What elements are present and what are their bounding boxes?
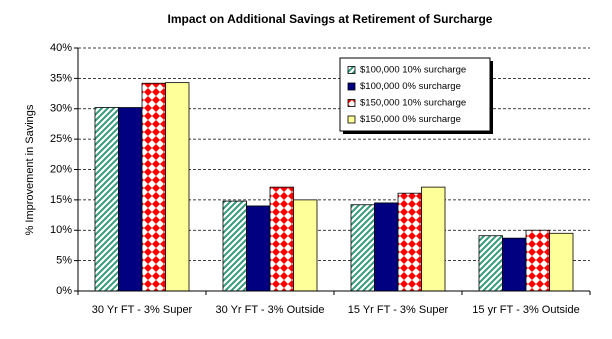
bar <box>549 232 574 292</box>
x-tick-label: 15 yr FT - 3% Outside <box>472 304 579 316</box>
bar <box>118 107 143 292</box>
legend-swatch <box>347 115 356 124</box>
legend-label: $150,000 0% surcharge <box>360 114 461 125</box>
legend-box <box>339 57 491 132</box>
legend-label: $100,000 0% surcharge <box>360 81 461 92</box>
bar <box>350 204 375 292</box>
y-tick-label: 10% <box>50 224 72 236</box>
y-tick-label: 25% <box>50 133 72 145</box>
y-tick-label: 40% <box>50 42 72 54</box>
y-tick-label: 20% <box>50 163 72 175</box>
bar <box>421 186 446 292</box>
bar <box>165 82 190 292</box>
bar <box>502 237 527 292</box>
x-tick-label: 30 Yr FT - 3% Super <box>92 304 193 316</box>
legend-label: $100,000 10% surcharge <box>360 65 466 76</box>
bar <box>478 235 503 292</box>
y-tick-label: 30% <box>50 103 72 115</box>
y-tick-label: 35% <box>50 72 72 84</box>
y-tick-label: 5% <box>56 255 72 267</box>
bar <box>293 199 318 292</box>
bar <box>94 107 119 292</box>
bar <box>525 229 550 292</box>
legend-label: $150,000 10% surcharge <box>360 98 466 109</box>
x-tick-label: 15 Yr FT - 3% Super <box>348 304 449 316</box>
legend-swatch <box>347 99 356 107</box>
x-tick-label: 30 Yr FT - 3% Outside <box>215 304 324 316</box>
bar <box>141 82 166 292</box>
legend-swatch <box>347 82 356 91</box>
y-tick-label: 15% <box>50 194 72 206</box>
bar <box>397 192 422 292</box>
legend-swatch <box>347 66 356 74</box>
bar <box>269 186 294 292</box>
bar <box>374 202 399 292</box>
bar <box>246 205 271 292</box>
chart-title: Impact on Additional Savings at Retireme… <box>168 12 493 26</box>
y-axis-label: % Improvement in Savings <box>24 104 36 235</box>
y-tick-label: 0% <box>56 285 72 297</box>
bar <box>222 200 247 292</box>
